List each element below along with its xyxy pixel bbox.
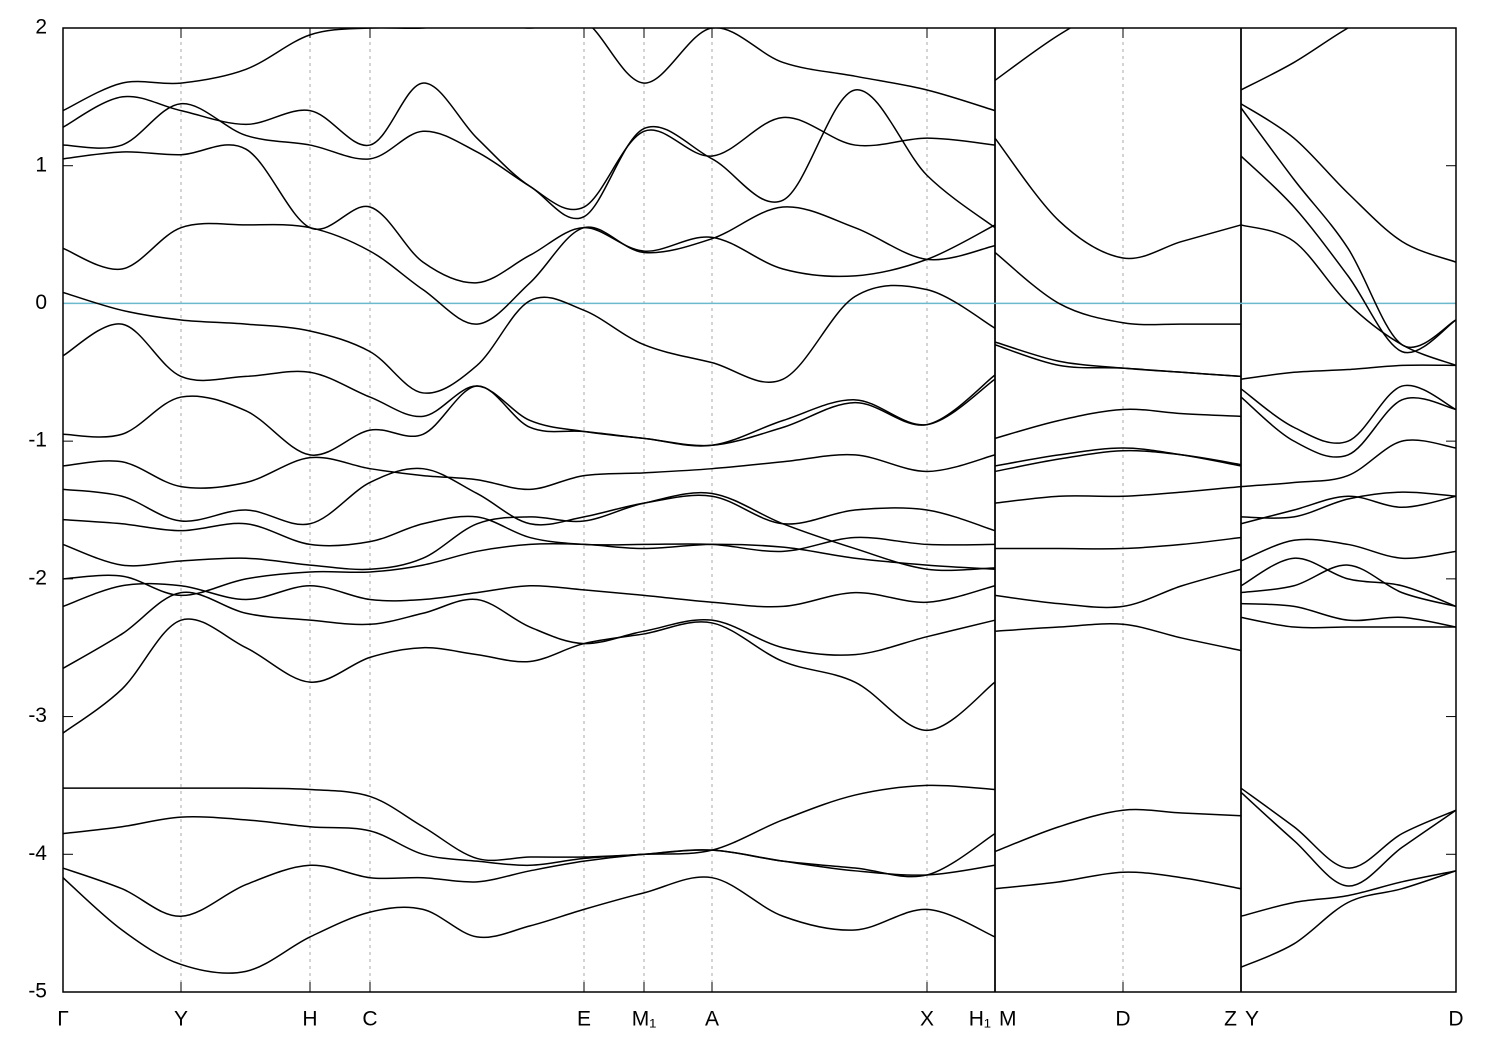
- band: [1240, 564, 1456, 608]
- plot-frame: [62, 27, 1457, 993]
- band: [994, 808, 1242, 853]
- band: [1240, 787, 1456, 869]
- y-tick-label: -5: [28, 980, 47, 1003]
- band: [994, 408, 1242, 440]
- band: [63, 515, 996, 553]
- x-tick-label: H: [302, 1008, 317, 1031]
- x-tick-label: H₁: [969, 1008, 991, 1031]
- band: [63, 491, 996, 572]
- band: [63, 144, 996, 284]
- band: [63, 618, 996, 734]
- band: [63, 542, 996, 597]
- x-tick-label: A: [705, 1008, 719, 1031]
- y-tick-label: -3: [28, 704, 47, 727]
- band: [1240, 155, 1456, 354]
- band: [1240, 791, 1456, 887]
- band: [1240, 384, 1456, 444]
- bands: [63, 28, 1456, 974]
- band: [994, 28, 1072, 81]
- band: [1240, 107, 1456, 348]
- x-tick-label: X: [920, 1008, 934, 1031]
- y-tick-label: 0: [35, 291, 47, 314]
- y-tick-label: -2: [28, 566, 47, 589]
- band: [63, 323, 996, 447]
- band: [63, 816, 996, 878]
- band: [63, 582, 996, 608]
- band: [1240, 491, 1456, 519]
- band: [994, 137, 1242, 260]
- band: [63, 378, 996, 456]
- x-tick-label: Γ: [57, 1008, 69, 1031]
- grid: [62, 27, 1457, 993]
- x-tick-label: Y: [1245, 1008, 1259, 1031]
- y-tick-label: 2: [35, 16, 47, 39]
- x-tick-label: D: [1115, 1008, 1130, 1031]
- band: [63, 849, 996, 918]
- band: [63, 89, 996, 229]
- band: [1240, 396, 1456, 458]
- x-tick-label: Z: [1224, 1008, 1237, 1031]
- band: [63, 876, 996, 974]
- band: [1240, 495, 1456, 525]
- band: [994, 871, 1242, 890]
- x-tick-label: M: [999, 1008, 1017, 1031]
- band: [1240, 224, 1456, 367]
- band: [63, 206, 996, 325]
- band: [63, 284, 996, 394]
- y-tick-label: -4: [28, 842, 47, 865]
- x-tick-label: M₁: [632, 1008, 657, 1031]
- band: [1240, 28, 1350, 91]
- band: [1240, 364, 1456, 380]
- band: [994, 251, 1242, 326]
- x-tick-label: E: [577, 1008, 591, 1031]
- y-tick-label: 1: [35, 153, 47, 176]
- band: [63, 591, 996, 670]
- y-tick-label: -1: [28, 429, 47, 452]
- band: [994, 623, 1242, 652]
- band: [1240, 602, 1456, 628]
- band: [994, 449, 1242, 473]
- band: [994, 341, 1242, 378]
- band: [1240, 870, 1456, 968]
- band: [63, 784, 996, 862]
- band: [1240, 616, 1456, 629]
- band: [63, 467, 996, 532]
- band: [995, 536, 1242, 550]
- band: [1240, 103, 1456, 263]
- band: [1240, 870, 1456, 917]
- band: [63, 82, 996, 211]
- band: [1240, 538, 1456, 562]
- band: [994, 485, 1242, 504]
- band: [1240, 557, 1456, 608]
- x-tick-label: C: [362, 1008, 377, 1031]
- band: [1240, 439, 1456, 488]
- x-tick-label: Y: [174, 1008, 188, 1031]
- band: [994, 568, 1242, 609]
- band: [63, 453, 996, 491]
- x-tick-label: D: [1448, 1008, 1463, 1031]
- band: [994, 344, 1242, 378]
- band: [63, 28, 996, 112]
